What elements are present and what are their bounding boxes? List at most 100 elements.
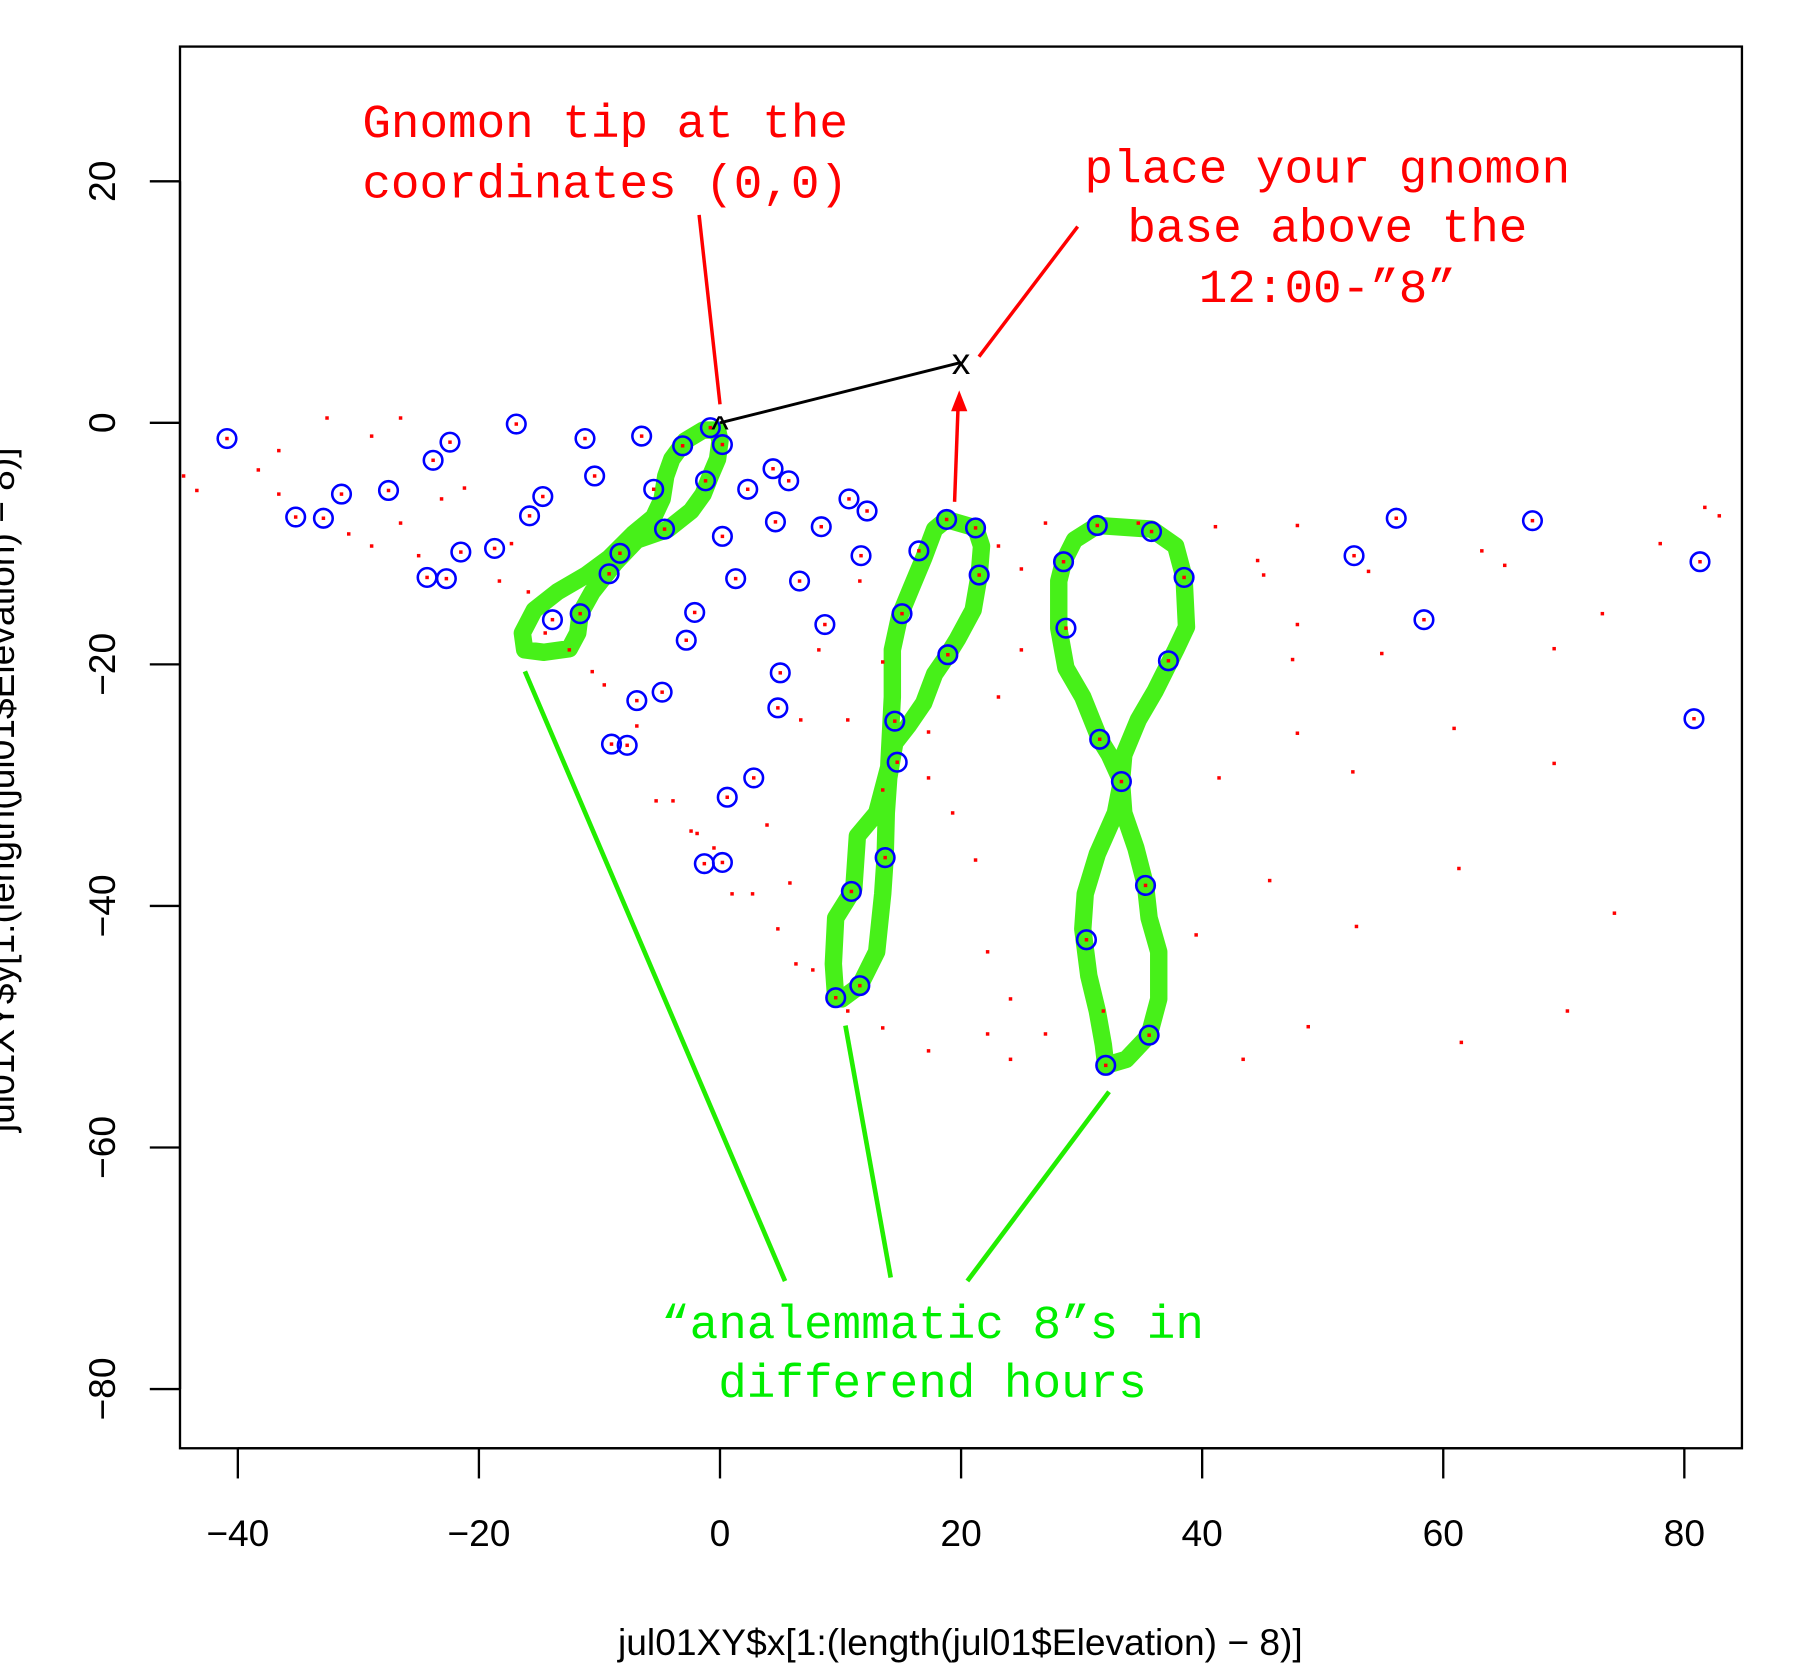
red-dot	[1101, 1009, 1106, 1013]
red-dot	[635, 698, 639, 703]
red-dot	[1530, 518, 1535, 523]
blue-circle	[377, 479, 400, 502]
blue-circle	[651, 681, 673, 703]
red-dot	[1241, 1057, 1245, 1062]
red-dot	[926, 776, 931, 780]
blue-circle	[716, 786, 738, 808]
blue-circle	[964, 517, 987, 539]
red-dot	[1452, 726, 1456, 731]
red-dot	[1149, 529, 1154, 534]
blue-circle	[1173, 566, 1195, 588]
red-dot	[497, 579, 502, 583]
red-dot	[431, 458, 435, 463]
red-dot	[1459, 1040, 1464, 1045]
blue-circle	[725, 568, 747, 590]
red-dot	[425, 575, 429, 580]
red-dot	[1552, 761, 1556, 766]
red-dot	[893, 719, 897, 723]
red-dot	[567, 648, 572, 652]
red-dot	[1143, 883, 1148, 888]
red-dot	[859, 553, 863, 558]
red-dot	[444, 576, 449, 581]
red-dot	[880, 660, 885, 664]
red-dot	[1194, 933, 1198, 937]
blue-circle	[330, 483, 353, 505]
blue-circle	[609, 542, 631, 564]
blue-circle	[737, 478, 759, 500]
red-dot	[692, 610, 697, 615]
red-dot	[1103, 1063, 1108, 1068]
base-annotation-line1: place your gnomon	[1085, 143, 1571, 197]
red-dot	[926, 730, 931, 734]
red-dot	[689, 829, 693, 833]
blue-circle	[891, 603, 913, 625]
red-dot	[883, 855, 887, 860]
red-dot	[1166, 659, 1171, 663]
blue-circle	[435, 568, 457, 590]
red-dot	[858, 983, 862, 988]
red-dot	[771, 466, 775, 471]
blue-circle	[856, 500, 878, 522]
red-dot	[1698, 559, 1702, 564]
analemma-layer	[513, 421, 1196, 1075]
green-pointer-3	[965, 1090, 1111, 1283]
red-dot	[847, 497, 851, 501]
blue-circle	[600, 733, 623, 755]
blue-circle	[312, 507, 334, 529]
blue-circle	[699, 417, 721, 439]
blue-circle	[1138, 1024, 1160, 1046]
plot-frame	[178, 45, 1744, 1450]
blue-circle	[884, 710, 906, 732]
blue-circle	[814, 613, 836, 636]
red-dot	[462, 486, 467, 490]
red-dot	[1703, 505, 1707, 510]
red-dot	[590, 669, 594, 674]
red-dot	[459, 550, 463, 554]
red-dot	[293, 515, 298, 519]
red-dot	[1422, 617, 1426, 622]
red-dot-layer	[181, 416, 1722, 1068]
red-dot	[1182, 575, 1186, 580]
red-dot	[752, 776, 756, 780]
red-dot	[618, 551, 622, 556]
red-dot	[1352, 553, 1356, 558]
red-dot	[609, 742, 614, 746]
red-dot	[398, 521, 403, 525]
red-dot	[225, 436, 229, 441]
blue-circle	[518, 505, 541, 527]
red-dot	[695, 831, 699, 836]
red-dot	[833, 995, 838, 1000]
base-annotation-line3: 12:00-”8”	[1199, 263, 1456, 317]
red-dot	[416, 553, 421, 558]
red-dot	[973, 526, 978, 530]
green-annotation: “analemmatic 8”s in differend hours	[661, 1299, 1204, 1412]
red-dot	[725, 795, 729, 799]
x-tick-label: 80	[1664, 1512, 1705, 1554]
red-dot	[1380, 651, 1384, 656]
red-dot	[1008, 1057, 1013, 1062]
blue-circle	[422, 449, 444, 471]
red-dot	[1095, 523, 1100, 528]
base-annotation-line2: base above the	[1127, 203, 1527, 257]
red-dot	[895, 760, 899, 764]
red-dot	[1480, 549, 1484, 553]
blue-circle	[505, 413, 527, 435]
blue-circle	[684, 601, 706, 624]
red-dot	[1267, 878, 1272, 883]
blue-circle	[631, 425, 653, 447]
gnomon-tip-marker: ^	[711, 407, 729, 449]
red-dot	[592, 474, 597, 478]
tip-annotation-line1: Gnomon tip at the	[362, 98, 848, 152]
blue-circle	[743, 767, 765, 789]
y-axis-label: jul01XY$y[1:(length(jul01$Elevation) − 8…	[0, 447, 22, 1133]
blue-circle	[1095, 1054, 1117, 1076]
y-tick-label: −20	[81, 633, 123, 696]
y-tick-label: 0	[81, 413, 123, 434]
green-pointer-1	[522, 670, 788, 1282]
red-dot	[1600, 611, 1605, 616]
blue-circle	[216, 427, 238, 450]
blue-circle	[764, 511, 787, 533]
gnomon-base-marker: x	[952, 340, 971, 382]
red-dot	[625, 743, 629, 748]
blue-circle	[569, 603, 591, 625]
